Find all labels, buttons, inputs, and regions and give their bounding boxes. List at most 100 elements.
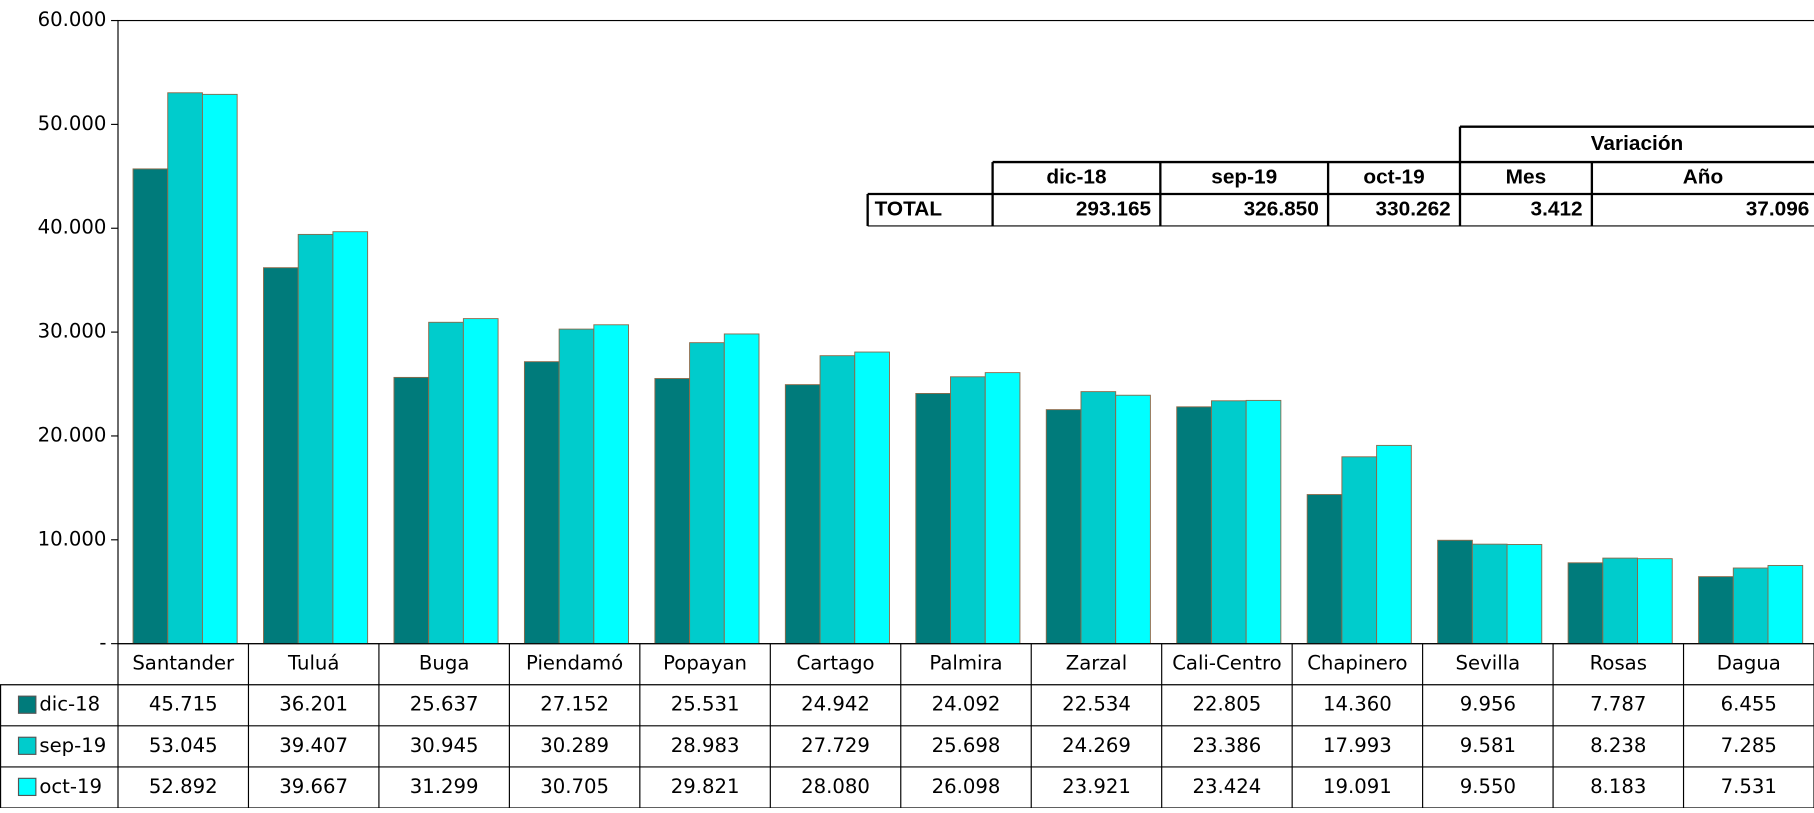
bar bbox=[462, 318, 499, 645]
value-label: 52.892 bbox=[149, 775, 218, 798]
summary-bg bbox=[867, 126, 1814, 226]
value-label: 30.289 bbox=[540, 734, 609, 757]
value-label: 53.045 bbox=[149, 734, 218, 757]
legend-label: oct-19 bbox=[39, 775, 102, 798]
value-label: 9.581 bbox=[1460, 734, 1516, 757]
x-tick-label: Cali-Centro bbox=[1172, 652, 1281, 675]
x-tick-label: Buga bbox=[419, 652, 469, 675]
x-tick-label: Palmira bbox=[929, 652, 1002, 675]
bar bbox=[1341, 456, 1378, 645]
value-label: 36.201 bbox=[279, 693, 348, 716]
bar bbox=[332, 231, 369, 645]
bar bbox=[984, 372, 1021, 645]
legend-label: sep-19 bbox=[39, 734, 106, 757]
bar bbox=[1376, 444, 1412, 645]
summary-row-label: TOTAL bbox=[875, 198, 942, 221]
legend-label: dic-18 bbox=[39, 693, 100, 716]
value-label: 24.269 bbox=[1062, 734, 1131, 757]
bar bbox=[1602, 557, 1638, 645]
value-label: 27.152 bbox=[540, 693, 609, 716]
bar bbox=[1080, 391, 1117, 645]
bar bbox=[593, 324, 630, 645]
legend-swatch bbox=[17, 777, 37, 797]
bar bbox=[654, 378, 691, 645]
y-tick-label: 40.000 bbox=[38, 216, 107, 239]
x-tick-label: Sevilla bbox=[1456, 652, 1521, 675]
bar bbox=[393, 376, 430, 645]
summary-header: oct-19 bbox=[1363, 166, 1424, 189]
value-label: 25.637 bbox=[410, 693, 479, 716]
value-label: 30.705 bbox=[540, 775, 609, 798]
x-tick-label: Chapinero bbox=[1307, 652, 1407, 675]
value-label: 24.942 bbox=[801, 693, 870, 716]
y-tick-label: 60.000 bbox=[38, 8, 107, 31]
value-label: 7.285 bbox=[1721, 734, 1777, 757]
summary-cell: 326.850 bbox=[1244, 198, 1319, 221]
bar bbox=[819, 355, 856, 645]
value-label: 27.729 bbox=[801, 734, 870, 757]
x-tick-label: Rosas bbox=[1590, 652, 1647, 675]
y-tick-label: - bbox=[99, 631, 106, 654]
bar bbox=[950, 376, 986, 645]
x-tick-label: Santander bbox=[132, 652, 235, 675]
value-label: 7.787 bbox=[1590, 693, 1646, 716]
y-tick-label: 50.000 bbox=[38, 112, 107, 135]
bar bbox=[1115, 394, 1151, 645]
bar bbox=[1437, 539, 1473, 645]
bar bbox=[201, 93, 238, 645]
value-label: 28.080 bbox=[801, 775, 870, 798]
bar bbox=[1732, 567, 1769, 645]
bar bbox=[1637, 558, 1673, 645]
legend-swatch bbox=[17, 695, 37, 714]
legend-swatch bbox=[17, 736, 37, 755]
value-label: 7.531 bbox=[1721, 775, 1777, 798]
bar bbox=[784, 384, 821, 645]
summary-group-header: Variación bbox=[1591, 132, 1684, 155]
value-label: 17.993 bbox=[1323, 734, 1392, 757]
bar bbox=[1176, 406, 1212, 645]
x-tick-label: Piendamó bbox=[526, 652, 623, 675]
summary-header: Año bbox=[1683, 166, 1723, 189]
value-label: 45.715 bbox=[149, 693, 218, 716]
bar bbox=[558, 328, 595, 645]
x-tick-label: Popayan bbox=[663, 652, 747, 675]
bar bbox=[1245, 399, 1282, 645]
bar bbox=[915, 393, 951, 645]
bar bbox=[854, 351, 890, 645]
bar bbox=[1506, 544, 1543, 645]
x-tick-label: Zarzal bbox=[1066, 652, 1127, 675]
y-tick-label: 20.000 bbox=[38, 424, 107, 447]
value-label: 24.092 bbox=[932, 693, 1001, 716]
summary-header: dic-18 bbox=[1046, 166, 1106, 189]
bar bbox=[428, 321, 464, 645]
value-label: 22.805 bbox=[1193, 693, 1262, 716]
value-label: 8.183 bbox=[1590, 775, 1646, 798]
value-label: 8.238 bbox=[1590, 734, 1646, 757]
value-label: 9.956 bbox=[1460, 693, 1516, 716]
value-label: 9.550 bbox=[1460, 775, 1516, 798]
bar bbox=[132, 168, 169, 645]
bar bbox=[263, 267, 299, 645]
summary-cell: 3.412 bbox=[1531, 198, 1583, 221]
value-label: 23.424 bbox=[1193, 775, 1262, 798]
value-label: 6.455 bbox=[1721, 693, 1777, 716]
value-label: 19.091 bbox=[1323, 775, 1392, 798]
bar bbox=[1698, 576, 1734, 645]
y-tick-label: 30.000 bbox=[38, 320, 107, 343]
value-label: 26.098 bbox=[932, 775, 1001, 798]
bar bbox=[1767, 564, 1804, 645]
bar bbox=[689, 342, 725, 645]
bar bbox=[1471, 543, 1508, 645]
value-label: 39.667 bbox=[279, 775, 348, 798]
value-label: 28.983 bbox=[671, 734, 740, 757]
summary-header: sep-19 bbox=[1211, 166, 1277, 189]
value-label: 22.534 bbox=[1062, 693, 1131, 716]
bar bbox=[1567, 562, 1604, 645]
value-label: 23.386 bbox=[1193, 734, 1262, 757]
value-label: 30.945 bbox=[410, 734, 479, 757]
y-tick-label: 10.000 bbox=[38, 527, 107, 550]
value-label: 25.698 bbox=[932, 734, 1001, 757]
bar bbox=[723, 333, 760, 645]
value-label: 31.299 bbox=[410, 775, 479, 798]
